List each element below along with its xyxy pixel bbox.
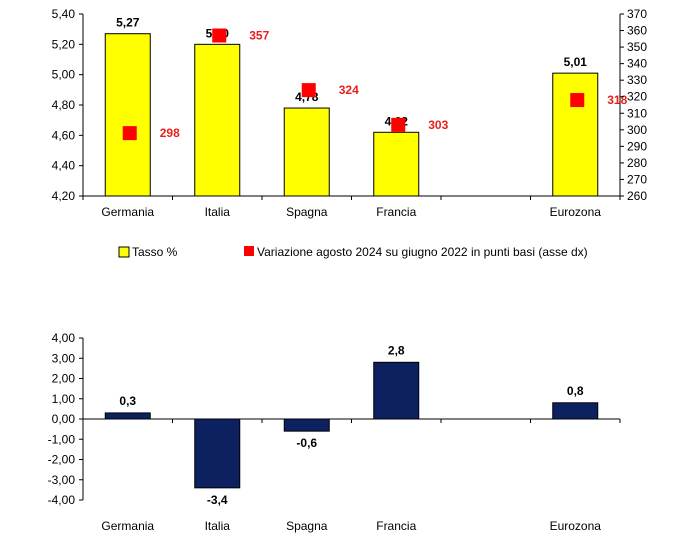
y-tick-label: -1,00 <box>48 432 76 446</box>
x-tick-label: Italia <box>205 519 231 533</box>
y-tick-label-right: 270 <box>627 172 647 186</box>
data-label-variazione: 324 <box>339 83 359 97</box>
y-tick-label: 1,00 <box>52 392 76 406</box>
data-label: 2,8 <box>388 343 405 357</box>
bar-tasso <box>552 72 599 197</box>
y-tick-label: 0,00 <box>52 412 76 426</box>
data-label: -3,4 <box>207 493 228 507</box>
y-tick-label-right: 370 <box>627 7 647 21</box>
y-tick-label: -4,00 <box>48 493 76 507</box>
y-tick-label-right: 320 <box>627 90 647 104</box>
top-chart: 5,275,204,784,625,012983573243033184,204… <box>52 7 648 219</box>
x-tick-label: Italia <box>205 205 231 219</box>
y-tick-label-right: 300 <box>627 123 647 137</box>
bar-value <box>552 402 599 420</box>
marker-variazione <box>122 126 137 141</box>
y-tick-label-right: 290 <box>627 139 647 153</box>
bar-tasso <box>104 33 151 197</box>
y-tick-label-right: 280 <box>627 156 647 170</box>
data-label-variazione: 303 <box>428 118 448 132</box>
legend-swatch-tasso <box>118 246 130 258</box>
y-tick-label-left: 4,20 <box>52 189 76 203</box>
data-label-variazione: 318 <box>607 93 627 107</box>
x-tick-label: Eurozona <box>550 519 602 533</box>
y-tick-label-right: 260 <box>627 189 647 203</box>
y-tick-label-right: 340 <box>627 57 647 71</box>
bar-value <box>283 418 330 432</box>
x-tick-label: Spagna <box>286 519 328 533</box>
legend-swatch-variazione <box>244 246 254 256</box>
legend-label-tasso: Tasso % <box>132 245 178 259</box>
legend-label-variazione: Variazione agosto 2024 su giugno 2022 in… <box>257 245 588 259</box>
y-tick-label-left: 5,20 <box>52 37 76 51</box>
bottom-chart: 0,3 -3,4 -0,6 2,8 0,8 -4,00 -3,00 -2,00 -1,00 0,0… <box>48 331 621 533</box>
y-tick-label-left: 5,40 <box>52 7 76 21</box>
bar-value <box>104 412 151 420</box>
top-chart-legend: Tasso % Variazione agosto 2024 su giugno… <box>118 245 588 259</box>
x-tick-label: Germania <box>101 205 154 219</box>
x-tick-label: Francia <box>376 205 416 219</box>
x-tick-label: Spagna <box>286 205 328 219</box>
y-tick-label-right: 360 <box>627 24 647 38</box>
data-label-variazione: 357 <box>249 29 269 43</box>
x-tick-label: Eurozona <box>550 205 602 219</box>
y-tick-label-right: 310 <box>627 106 647 120</box>
y-tick-label-left: 4,60 <box>52 128 76 142</box>
bar-tasso <box>373 131 420 197</box>
y-tick-label: 4,00 <box>52 331 76 345</box>
x-tick-label: Germania <box>101 519 154 533</box>
data-label: 0,3 <box>119 394 136 408</box>
bar-tasso <box>194 43 241 197</box>
data-label-tasso: 5,01 <box>564 55 588 69</box>
y-tick-label-right: 330 <box>627 73 647 87</box>
marker-variazione <box>212 28 227 43</box>
marker-variazione <box>391 117 406 132</box>
data-label-tasso: 5,27 <box>116 16 140 30</box>
marker-variazione <box>301 83 316 98</box>
bar-tasso <box>283 107 330 197</box>
bar-value <box>373 361 420 420</box>
y-tick-label: 2,00 <box>52 372 76 386</box>
bar-value <box>194 418 241 489</box>
data-label: 0,8 <box>567 384 584 398</box>
y-tick-label-right: 350 <box>627 40 647 54</box>
y-tick-label: -2,00 <box>48 453 76 467</box>
y-tick-label-left: 5,00 <box>52 68 76 82</box>
y-tick-label: 3,00 <box>52 351 76 365</box>
marker-variazione <box>570 93 585 108</box>
data-label: -0,6 <box>296 436 317 450</box>
y-tick-label-left: 4,40 <box>52 159 76 173</box>
y-tick-label-left: 4,80 <box>52 98 76 112</box>
y-tick-label: -3,00 <box>48 473 76 487</box>
x-tick-label: Francia <box>376 519 416 533</box>
data-label-variazione: 298 <box>160 126 180 140</box>
